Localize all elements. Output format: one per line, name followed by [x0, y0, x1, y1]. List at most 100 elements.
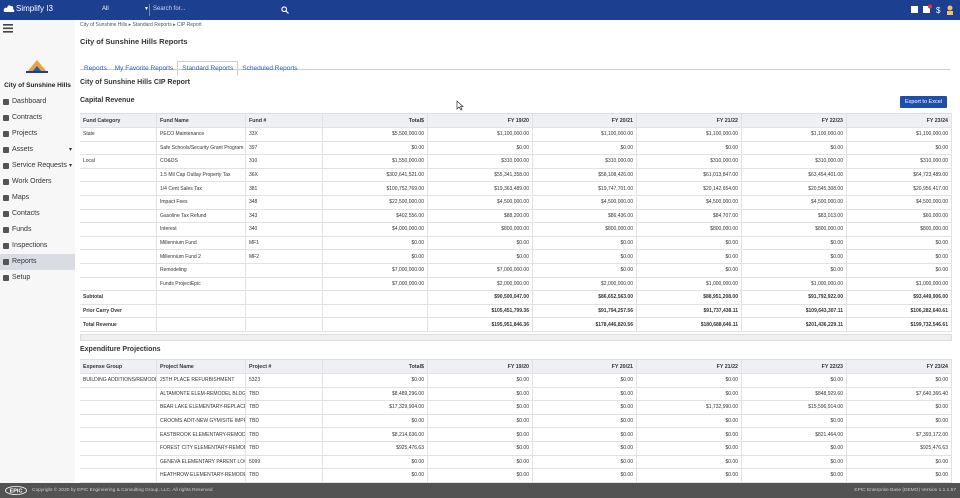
sidebar: City of Sunshine Hills Dashboard Contract…: [0, 20, 75, 483]
table-cell: $0.00: [323, 250, 428, 264]
menu-item[interactable]: Inspections: [0, 238, 75, 254]
table-cell: $0.00: [323, 236, 428, 251]
table-cell: $91,792,922.00: [742, 291, 847, 305]
table-cell: [80, 141, 157, 156]
column-header[interactable]: Total$: [323, 359, 428, 374]
table-cell: $0.00: [847, 264, 952, 278]
table-cell: $88,200.00: [428, 209, 533, 224]
app-name: Simplify I3: [16, 4, 53, 13]
toolbar-icons[interactable]: $: [910, 4, 958, 16]
crumb[interactable]: City of Sunshine Hills: [80, 22, 128, 28]
menu-item[interactable]: Reports: [0, 254, 75, 270]
table-cell: $15,596,914.00: [742, 401, 847, 415]
h-scrollbar[interactable]: [80, 334, 952, 341]
tab[interactable]: Scheduled Reports: [242, 65, 298, 72]
column-header[interactable]: Project #: [246, 359, 323, 374]
menu-item[interactable]: Projects: [0, 126, 75, 142]
table-cell: $1,100,000.00: [742, 128, 847, 142]
table-cell: $195,951,846.36: [428, 318, 533, 332]
search-box[interactable]: Search for...: [151, 4, 291, 16]
table-cell: Millennium Fund: [157, 236, 246, 251]
menu-item[interactable]: Assets ▾: [0, 142, 75, 158]
scope-dropdown[interactable]: All ▼: [90, 4, 150, 16]
table-cell: ALTAMONTE ELEM-REMODEL BLDG 2: [157, 387, 246, 402]
table-cell: [246, 277, 323, 292]
cursor: [456, 100, 464, 111]
table-cell: GENEVA ELEMENTARY PARENT LOOP: [157, 455, 246, 470]
menu-item[interactable]: Setup: [0, 270, 75, 286]
column-header[interactable]: FY 23/24: [847, 359, 952, 374]
table-cell: 397: [246, 141, 323, 156]
table-cell: $1,550,000.00: [323, 155, 428, 169]
table-cell: 25TH PLACE REFURBISHMENT: [157, 374, 246, 388]
table-cell: $0.00: [847, 250, 952, 264]
tab[interactable]: My Favorite Reports: [114, 65, 174, 72]
table-cell: $8,489,296.00: [323, 387, 428, 402]
table-cell: $0.00: [533, 264, 637, 278]
column-header[interactable]: Fund Name: [157, 113, 246, 128]
table-cell: Impact Fees: [157, 196, 246, 210]
table-cell: [157, 318, 246, 332]
tab[interactable]: Reports: [84, 65, 107, 72]
table-cell: $0.00: [428, 250, 533, 264]
table-cell: $7,000,000.00: [323, 277, 428, 292]
crumb[interactable]: Standard Reports: [132, 22, 172, 28]
menu-item[interactable]: Work Orders: [0, 174, 75, 190]
table-cell: 5099: [246, 455, 323, 470]
menu-item[interactable]: Dashboard: [0, 94, 75, 110]
breadcrumb: City of Sunshine Hills ▸ Standard Report…: [80, 22, 202, 28]
table-cell: [80, 209, 157, 224]
table-cell: [80, 455, 157, 470]
menu-item[interactable]: Contracts: [0, 110, 75, 126]
table-cell: 36X: [246, 168, 323, 183]
search-icon[interactable]: [281, 6, 289, 14]
table-cell: $60,000.00: [847, 209, 952, 224]
column-header[interactable]: FY 20/21: [533, 113, 637, 128]
table-cell: $1,732,990.00: [637, 401, 742, 415]
hamburger[interactable]: [3, 24, 14, 33]
table-cell: $7,393,172.00: [847, 428, 952, 442]
menu-item[interactable]: Service Requests ▾: [0, 158, 75, 174]
table-cell: [246, 304, 323, 319]
expand-caret[interactable]: ▾: [68, 163, 72, 169]
table-cell: HEATHROW ELEMENTARY-REMODEL: [157, 469, 246, 483]
table-cell: [80, 469, 157, 483]
table-cell: $199,732,546.61: [847, 318, 952, 332]
column-header[interactable]: Total$: [323, 113, 428, 128]
column-header[interactable]: FY 19/20: [428, 113, 533, 128]
table-cell: $0.00: [742, 469, 847, 483]
export-button[interactable]: Export to Excel: [900, 96, 947, 108]
column-header[interactable]: Expense Group: [80, 359, 157, 374]
column-header[interactable]: FY 21/22: [637, 113, 742, 128]
menu-item[interactable]: Funds: [0, 222, 75, 238]
tab[interactable]: Standard Reports: [177, 61, 239, 76]
menu-item[interactable]: Contacts: [0, 206, 75, 222]
column-header[interactable]: FY 22/23: [742, 113, 847, 128]
table-cell: $800,000.00: [637, 223, 742, 237]
table-cell: $0.00: [637, 374, 742, 388]
column-header[interactable]: FY 22/23: [742, 359, 847, 374]
column-header[interactable]: Fund Category: [80, 113, 157, 128]
table-cell: [80, 196, 157, 210]
column-header[interactable]: FY 19/20: [428, 359, 533, 374]
table-cell: $0.00: [847, 374, 952, 388]
column-header[interactable]: FY 23/24: [847, 113, 952, 128]
table-cell: [246, 291, 323, 305]
table-cell: $310,000.00: [742, 155, 847, 169]
column-header[interactable]: Fund #: [246, 113, 323, 128]
table-cell: $0.00: [637, 250, 742, 264]
table-cell: [80, 236, 157, 251]
column-header[interactable]: Project Name: [157, 359, 246, 374]
table-cell: $0.00: [533, 141, 637, 156]
menu-item[interactable]: Maps: [0, 190, 75, 206]
table-cell: $0.00: [323, 374, 428, 388]
table-cell: $0.00: [637, 264, 742, 278]
column-header[interactable]: FY 21/22: [637, 359, 742, 374]
table-cell: $0.00: [847, 141, 952, 156]
table-cell: $0.00: [428, 455, 533, 470]
expand-caret[interactable]: ▾: [68, 147, 72, 153]
table-cell: State: [80, 128, 157, 142]
table-cell: PECO Maintenance: [157, 128, 246, 142]
table-cell: $7,000,000.00: [323, 264, 428, 278]
column-header[interactable]: FY 20/21: [533, 359, 637, 374]
